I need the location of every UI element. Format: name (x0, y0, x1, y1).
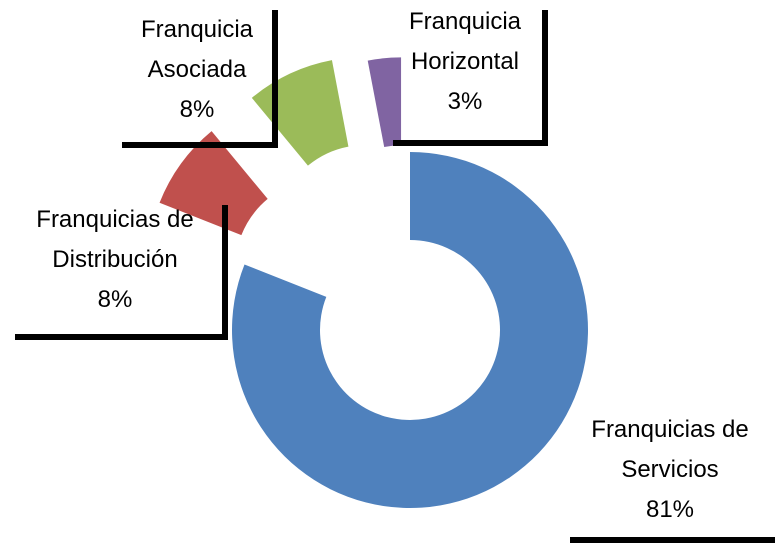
donut-slice (367, 57, 402, 148)
callout-line (393, 10, 548, 146)
data-label: Franquicias de Distribución 8% (10, 200, 220, 320)
data-label: Franquicia Asociada 8% (122, 10, 272, 130)
callout-line (122, 10, 278, 148)
value-label: 81% (645, 496, 695, 523)
category-label: Franquicias de Distribución (36, 206, 194, 273)
category-label: Franquicia Asociada (140, 16, 254, 83)
donut-slice (231, 152, 589, 509)
callout-line (15, 205, 228, 340)
donut-slice (159, 131, 268, 236)
category-label: Franquicia Horizontal (408, 8, 522, 75)
category-label: Franquicias de Servicios (591, 416, 749, 483)
callout-lines (15, 10, 775, 543)
data-label: Franquicias de Servicios 81% (565, 410, 775, 530)
data-label: Franquicia Horizontal 3% (390, 2, 540, 122)
value-label: 3% (447, 88, 483, 115)
value-label: 8% (97, 286, 133, 313)
value-label: 8% (179, 96, 215, 123)
